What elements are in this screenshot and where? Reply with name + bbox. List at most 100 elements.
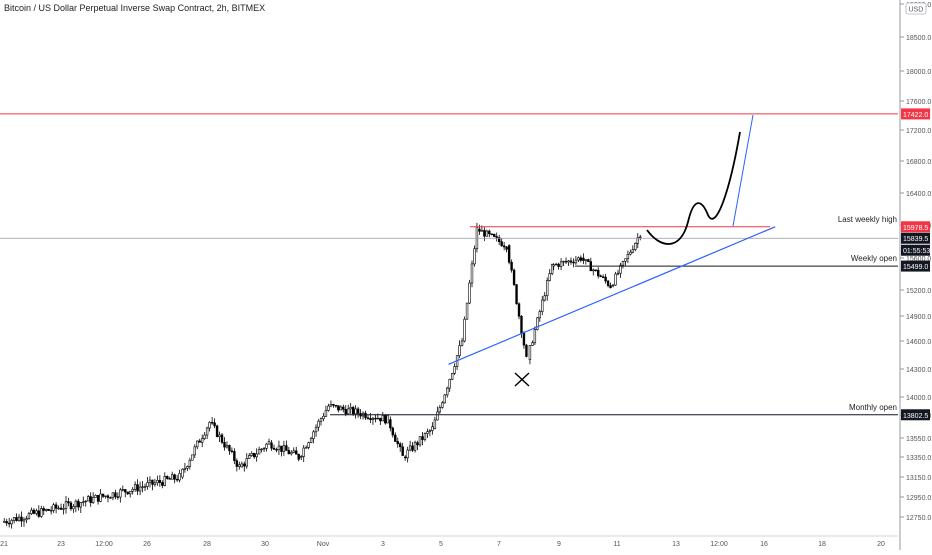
candle-body: [146, 482, 149, 487]
candle-body: [121, 489, 124, 491]
candle-body: [129, 490, 132, 495]
candle-body: [510, 261, 513, 271]
trendline: [448, 226, 776, 365]
candle-body: [480, 230, 484, 232]
candle-body: [356, 408, 360, 414]
y-tick-label: 13150.0: [906, 475, 931, 482]
candle-body: [611, 284, 615, 287]
candle-body: [317, 420, 320, 428]
currency-box: [905, 2, 927, 15]
candle-body: [257, 449, 261, 455]
candle-body: [473, 248, 476, 265]
candle-body: [25, 518, 28, 521]
candle-body: [324, 410, 328, 417]
x-tick-label: 18: [818, 541, 826, 548]
candle-body: [91, 497, 95, 503]
candle-body: [577, 257, 580, 261]
candle-body: [297, 453, 300, 460]
candle-body: [45, 509, 48, 511]
candle-body: [631, 249, 635, 253]
candle-body: [101, 493, 105, 497]
candle-body: [624, 258, 627, 262]
candle-body: [428, 430, 432, 433]
countdown-box: [901, 244, 930, 256]
candle-body: [339, 406, 343, 411]
candle-body: [446, 387, 449, 396]
candle-body: [191, 454, 194, 461]
y-tick-label: 17200.0: [906, 128, 931, 135]
y-tick-label: 13350.0: [906, 455, 931, 462]
candle-body: [448, 378, 451, 389]
x-tick-label: 16: [760, 541, 768, 548]
candles: [3, 222, 642, 529]
price-label-text: 15839.5: [903, 236, 928, 243]
candle-body: [94, 494, 97, 498]
candle-body: [230, 450, 234, 452]
candle-body: [67, 501, 70, 504]
candle-body: [196, 440, 199, 448]
candle-body: [536, 317, 539, 330]
candle-body: [349, 406, 352, 410]
candle-body: [490, 233, 493, 235]
candle-body: [515, 284, 518, 305]
candle-body: [238, 464, 241, 467]
price-label-box: [901, 260, 930, 272]
candle-body: [579, 257, 583, 261]
candle-body: [416, 442, 419, 446]
candle-body: [334, 404, 338, 407]
y-tick-label: 13550.0: [906, 436, 931, 443]
chart-title: Bitcoin / US Dollar Perpetual Inverse Sw…: [4, 3, 266, 13]
candle-body: [569, 260, 573, 263]
candle-body: [114, 492, 117, 498]
candle-body: [619, 264, 622, 274]
candle-body: [312, 431, 315, 439]
candle-body: [329, 403, 333, 407]
price-label-box: [901, 108, 930, 120]
candle-body: [606, 280, 610, 286]
candle-body: [280, 445, 283, 452]
candle-body: [170, 474, 174, 480]
x-tick-label: 20: [877, 541, 885, 548]
candle-body: [20, 516, 23, 522]
x-tick-label: 5: [439, 541, 443, 548]
candle-body: [401, 446, 404, 456]
candle-body: [12, 517, 16, 521]
candle-body: [626, 253, 630, 260]
candle-body: [614, 273, 617, 286]
candle-body: [141, 486, 144, 488]
candle-body: [156, 480, 159, 484]
candle-body: [243, 463, 246, 467]
candle-body: [215, 425, 219, 437]
candle-body: [629, 251, 632, 255]
candle-body: [485, 230, 489, 237]
candle-body: [37, 510, 41, 517]
candle-body: [208, 422, 211, 429]
candle-body: [564, 260, 568, 263]
candle-body: [220, 434, 224, 443]
candle-body: [124, 489, 127, 493]
price-label-box: [901, 232, 930, 244]
candle-body: [314, 426, 318, 433]
candle-body: [72, 506, 75, 510]
candle-body: [300, 456, 303, 458]
x-tick-label: 26: [143, 541, 151, 548]
candle-body: [441, 402, 444, 408]
candle-body: [309, 438, 313, 443]
candle-body: [548, 273, 551, 281]
candle-body: [27, 513, 31, 519]
candle-body: [327, 405, 330, 411]
x-tick-label: 12:00: [95, 541, 113, 548]
y-tick-label: 12950.0: [906, 495, 931, 502]
candle-body: [225, 445, 229, 448]
candle-body: [265, 443, 268, 449]
candle-body: [423, 433, 427, 440]
countdown-text: 01:55:53: [903, 248, 930, 255]
candle-body: [399, 443, 402, 448]
candle-body: [32, 509, 36, 514]
candle-body: [188, 459, 192, 467]
y-tick-label: 15200.0: [906, 288, 931, 295]
candle-body: [267, 441, 271, 445]
candle-body: [386, 415, 389, 424]
candle-body: [525, 344, 528, 357]
